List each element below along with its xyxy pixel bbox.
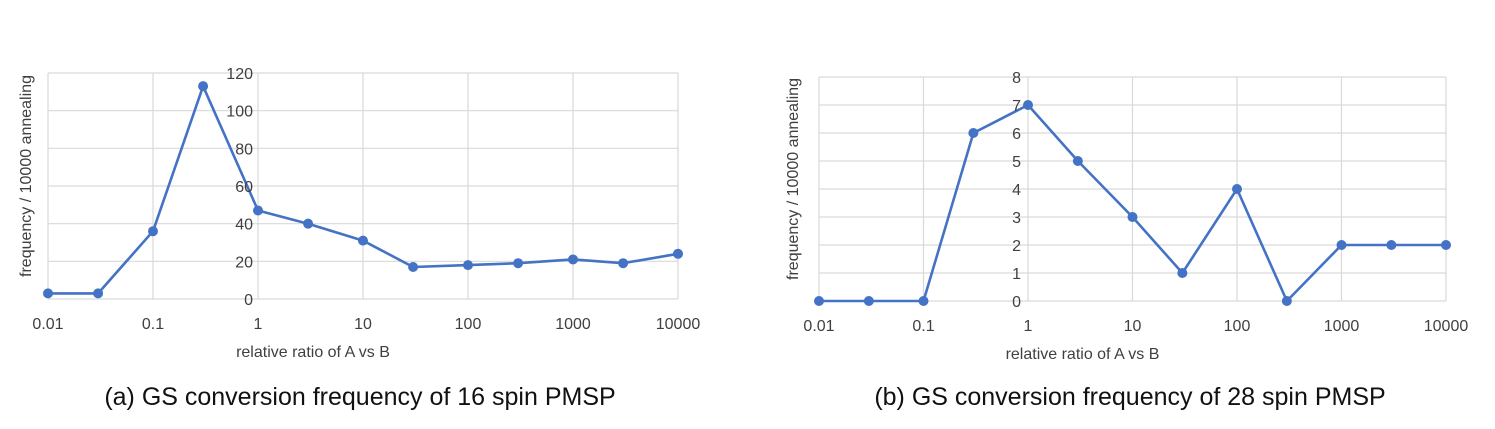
chart-b-y-axis-label: frequency / 10000 annealing [785,78,802,280]
chart-b-x-tick-label: 0.1 [912,318,934,335]
chart-a: 0 20 40 60 80 100 120 0.01 0.1 1 10 100 1000 10000 r… [18,66,700,411]
chart-b-y-tick-label: 4 [1012,182,1021,199]
chart-b-x-tick-label: 10000 [1424,318,1469,335]
chart-a-data-point [198,81,209,92]
chart-b-y-tick-label: 7 [1012,98,1021,115]
chart-a-y-tick-label: 60 [235,179,253,196]
chart-b-data-point [814,296,824,306]
chart-a-caption: (a) GS conversion frequency of 16 spin P… [104,383,615,411]
chart-b-caption: (b) GS conversion frequency of 28 spin P… [874,383,1385,411]
chart-a-y-tick-label: 120 [226,66,253,83]
chart-b-data-point [1441,240,1451,250]
chart-a-data-point [43,288,53,299]
chart-b-data-point [1072,156,1083,166]
chart-b-x-tick-label: 0.01 [803,318,834,335]
chart-a-data-point [463,260,473,271]
chart-a-x-tick-label: 100 [455,316,482,333]
chart-a-y-tick-label: 100 [226,104,253,121]
chart-b-x-tick-label: 100 [1224,318,1251,335]
chart-b-data-point [1281,296,1292,306]
chart-a-data-point [358,235,368,246]
chart-b-data-point [1177,268,1188,278]
chart-b-data-point [1336,240,1347,250]
chart-a-data-point [408,261,419,272]
chart-a-x-tick-label: 10 [354,316,372,333]
chart-a-x-tick-label: 1 [254,316,263,333]
chart-a-data-point [148,226,158,237]
chart-a-y-tick-label: 20 [235,254,253,271]
chart-a-data-point [568,254,578,265]
chart-a-x-tick-label: 0.01 [32,316,63,333]
chart-b-data-point [863,296,874,306]
chart-a-data-point [513,258,524,269]
chart-b-data-point [968,128,979,138]
chart-b-x-ticks: 0.01 0.1 1 10 100 1000 10000 [803,318,1468,335]
chart-a-grid [47,72,679,300]
chart-a-data-point [303,218,314,229]
chart-b-data-point [1232,184,1242,194]
chart-b-x-tick-label: 10 [1124,318,1142,335]
chart-b-x-axis-label: relative ratio of A vs B [1006,346,1160,363]
chart-a-data-point [673,248,683,259]
chart-b-y-tick-label: 5 [1012,154,1021,171]
chart-b-x-tick-label: 1000 [1324,318,1360,335]
chart-a-x-tick-label: 1000 [555,316,591,333]
chart-b-y-ticks: 0 1 2 3 4 5 6 7 8 [1012,70,1021,311]
chart-b-x-tick-label: 1 [1024,318,1033,335]
chart-a-x-ticks: 0.01 0.1 1 10 100 1000 10000 [32,316,700,333]
chart-b-y-tick-label: 6 [1012,126,1021,143]
chart-b-y-tick-label: 3 [1012,210,1021,227]
chart-a-data-point [253,205,263,216]
chart-a-y-ticks: 0 20 40 60 80 100 120 [226,66,253,309]
chart-b-data-point [1023,100,1033,110]
chart-a-x-tick-label: 0.1 [142,316,164,333]
chart-b-y-tick-label: 1 [1012,266,1021,283]
chart-a-y-tick-label: 40 [235,217,253,234]
chart-b-data-point [918,296,929,306]
chart-a-y-axis-label: frequency / 10000 annealing [18,75,35,277]
chart-b-data-point [1127,212,1138,222]
chart-a-data-point [93,288,104,299]
chart-a-y-tick-label: 80 [235,141,253,158]
chart-a-points [43,81,683,299]
chart-a-x-tick-label: 10000 [656,316,701,333]
chart-b-y-tick-label: 8 [1012,70,1021,87]
chart-b-y-tick-label: 2 [1012,238,1021,255]
chart-a-data-point [618,258,629,269]
chart-a-x-axis-label: relative ratio of A vs B [236,344,390,361]
chart-a-y-tick-label: 0 [244,292,253,309]
chart-b-points [814,100,1451,306]
chart-b-y-tick-label: 0 [1012,294,1021,311]
chart-b-data-point [1386,240,1397,250]
chart-b-grid [818,76,1447,302]
